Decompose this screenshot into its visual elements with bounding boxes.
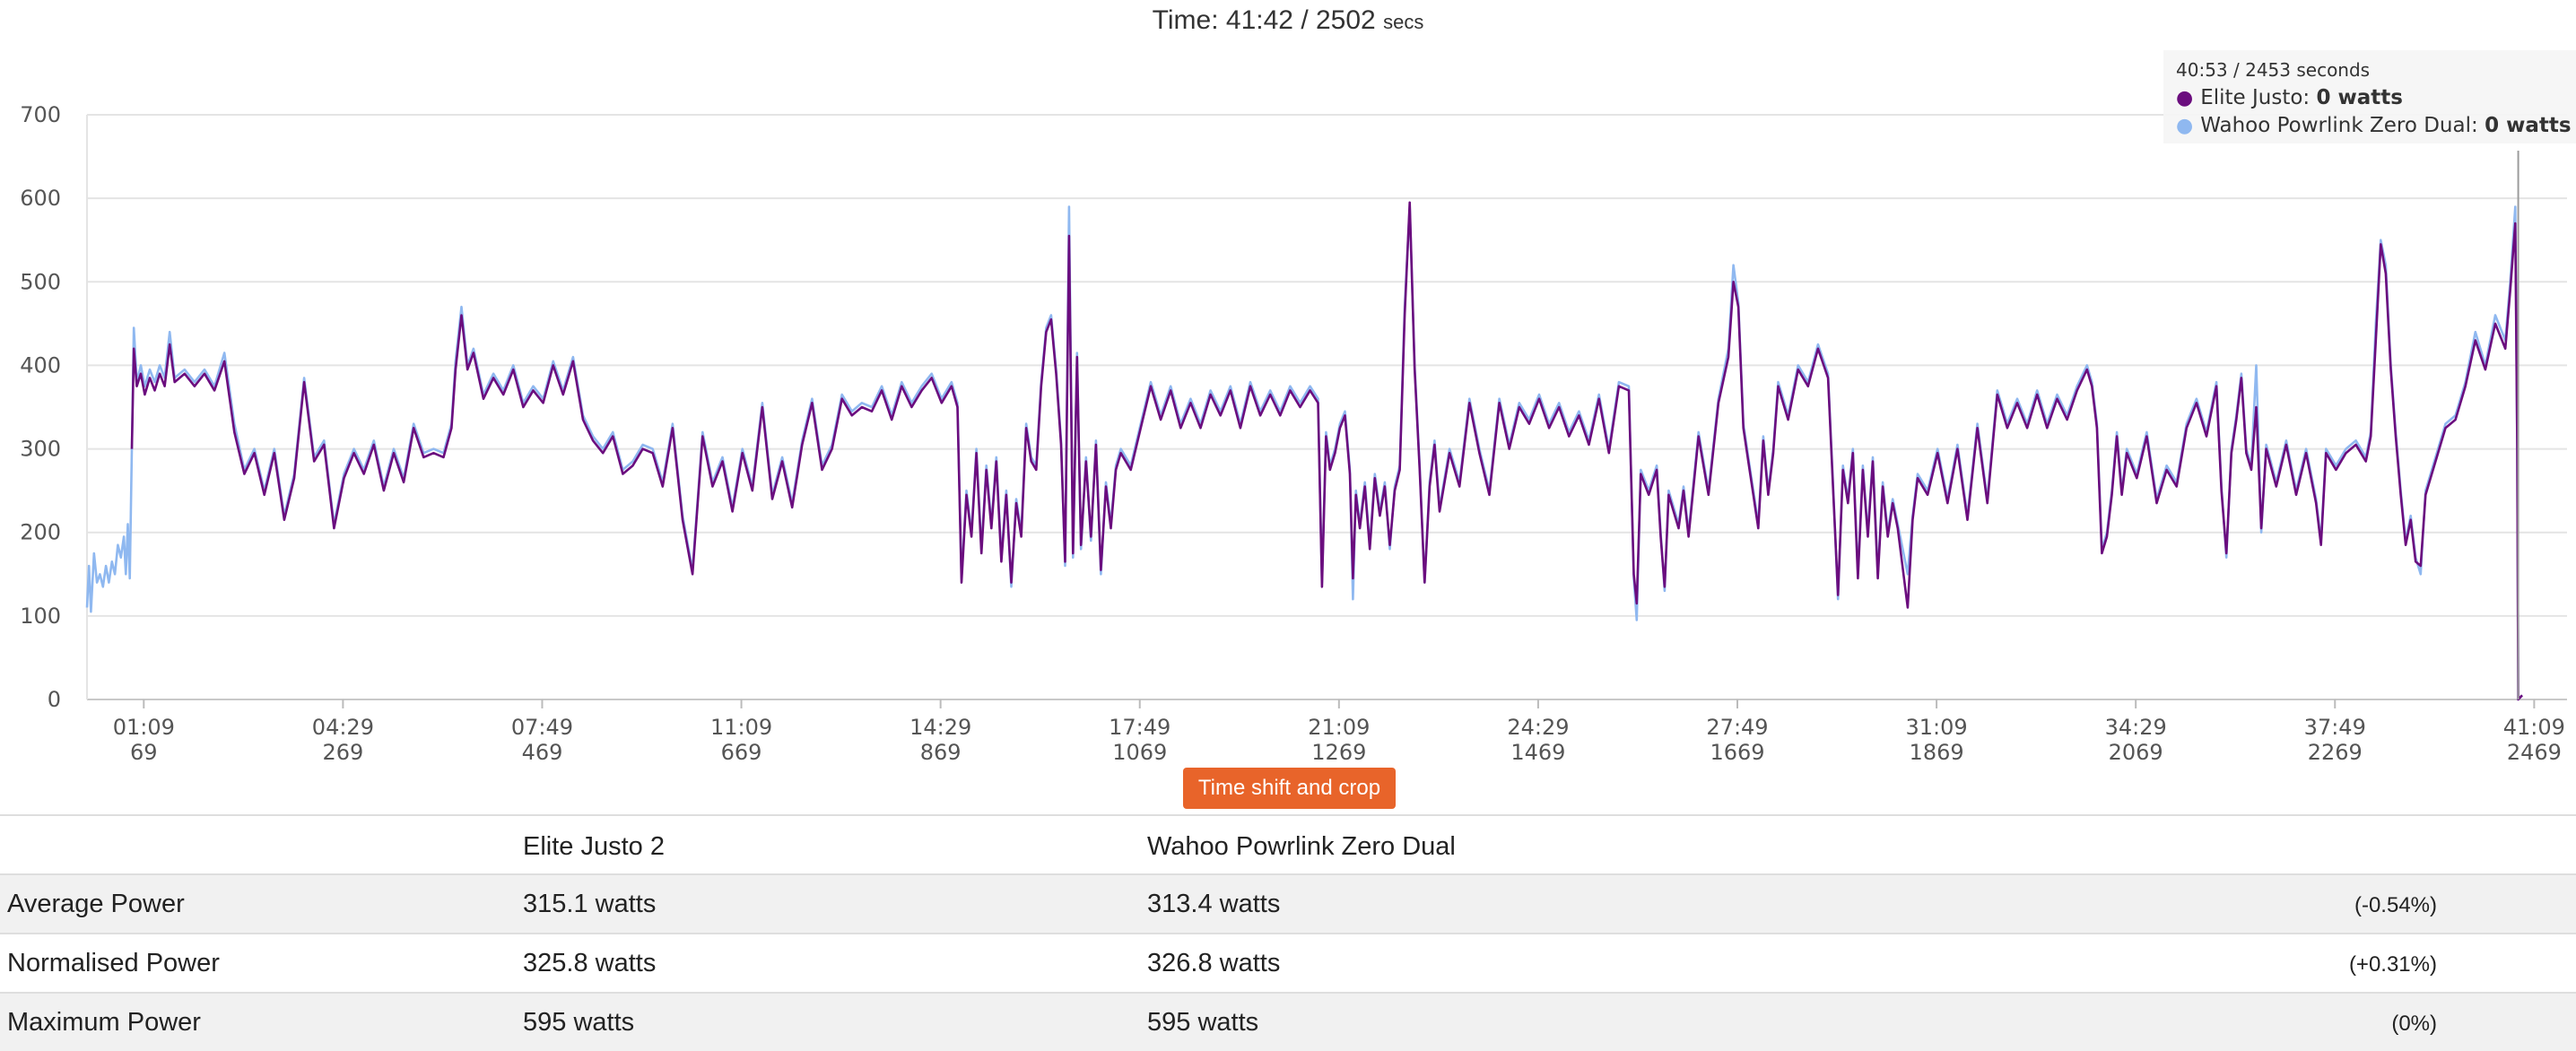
x-tick-time-label: 41:09 [2503, 715, 2565, 740]
y-tick-label: 400 [20, 352, 61, 378]
metric-name: Maximum Power [7, 1008, 201, 1037]
x-tick-time-label: 37:49 [2304, 715, 2366, 740]
metric-diff: (+0.31%) [2348, 952, 2437, 977]
x-tick-sec-label: 1869 [1910, 740, 1964, 765]
page-title: Time: 41:42 / 2502 secs [1152, 5, 1424, 35]
x-tick-time-label: 21:09 [1308, 715, 1370, 740]
metric-value-a: 315.1 watts [523, 890, 657, 918]
series-line-elite-justo [130, 201, 2523, 701]
x-tick-time-label: 31:09 [1906, 715, 1968, 740]
stats-row: Average Power 315.1 watts 313.4 watts (-… [0, 873, 2576, 933]
metric-value-b: 313.4 watts [1147, 890, 1281, 918]
tooltip-row-wahoo: ● Wahoo Powrlink Zero Dual: 0 watts [2176, 112, 2572, 140]
secs-unit: secs [1383, 11, 1424, 33]
stats-table: Elite Justo 2 Wahoo Powrlink Zero Dual A… [0, 814, 2576, 1051]
tooltip-value: 0 watts [2316, 86, 2403, 109]
x-tick-sec-label: 869 [920, 740, 962, 765]
x-tick-time-label: 07:49 [511, 715, 573, 740]
y-tick-label: 200 [20, 520, 61, 545]
x-tick-sec-label: 269 [322, 740, 363, 765]
metric-name: Average Power [7, 890, 185, 918]
y-tick-label: 100 [20, 604, 61, 629]
metric-diff: (0%) [2391, 1012, 2437, 1036]
metric-diff: (-0.54%) [2354, 893, 2437, 917]
x-tick-time-label: 14:29 [909, 715, 971, 740]
tooltip-value: 0 watts [2485, 114, 2572, 137]
metric-value-b: 595 watts [1147, 1008, 1259, 1037]
time-shift-crop-button[interactable]: Time shift and crop [1183, 768, 1396, 809]
y-tick-label: 500 [20, 269, 61, 294]
metric-value-a: 325.8 watts [523, 949, 657, 977]
x-tick-sec-label: 1069 [1112, 740, 1167, 765]
x-tick-time-label: 04:29 [312, 715, 374, 740]
column-header: Elite Justo 2 [523, 832, 665, 861]
metric-name: Normalised Power [7, 949, 220, 977]
x-tick-sec-label: 1469 [1510, 740, 1565, 765]
x-tick-time-label: 34:29 [2105, 715, 2167, 740]
y-tick-label: 300 [20, 437, 61, 462]
chart-grid [86, 114, 2567, 700]
y-tick-label: 600 [20, 186, 61, 211]
chart-tooltip: 40:53 / 2453 seconds ● Elite Justo: 0 wat… [2163, 50, 2576, 143]
x-tick-sec-label: 1669 [1710, 740, 1764, 765]
x-tick-sec-label: 69 [130, 740, 158, 765]
stats-row: Maximum Power 595 watts 595 watts (0%) [0, 992, 2576, 1051]
x-tick-sec-label: 2469 [2507, 740, 2562, 765]
x-tick-time-label: 27:49 [1706, 715, 1768, 740]
metric-value-b: 326.8 watts [1147, 949, 1281, 977]
time-label: Time: [1152, 5, 1219, 35]
total-secs: 2502 [1315, 5, 1376, 35]
metric-value-a: 595 watts [523, 1008, 635, 1037]
x-tick-time-label: 24:29 [1507, 715, 1569, 740]
series-line-wahoo-powrlink-zero-dual [85, 205, 2523, 701]
time-value: 41:42 [1225, 5, 1293, 35]
x-tick-sec-label: 1269 [1311, 740, 1366, 765]
stats-header-row: Elite Justo 2 Wahoo Powrlink Zero Dual [0, 814, 2576, 873]
x-tick-sec-label: 469 [522, 740, 563, 765]
tooltip-label: Wahoo Powrlink Zero Dual: [2200, 114, 2478, 137]
stats-row: Normalised Power 325.8 watts 326.8 watts… [0, 933, 2576, 992]
series-dot-icon: ● [2176, 87, 2194, 109]
y-tick-label: 700 [20, 102, 61, 127]
x-tick-sec-label: 669 [721, 740, 762, 765]
x-tick-time-label: 11:09 [710, 715, 772, 740]
x-tick-sec-label: 2069 [2109, 740, 2163, 765]
tooltip-header: 40:53 / 2453 seconds [2176, 59, 2371, 81]
x-tick-sec-label: 2269 [2308, 740, 2363, 765]
chart-series [85, 201, 2523, 701]
column-header: Wahoo Powrlink Zero Dual [1147, 832, 1456, 861]
y-tick-label: 0 [48, 687, 61, 712]
x-tick-time-label: 01:09 [113, 715, 175, 740]
y-axis: 0 100 200 300 400 500 600 700 [20, 102, 61, 712]
series-dot-icon: ● [2176, 115, 2194, 137]
tooltip-label: Elite Justo: [2200, 86, 2311, 109]
tooltip-row-elite: ● Elite Justo: 0 watts [2176, 84, 2567, 112]
x-tick-time-label: 17:49 [1109, 715, 1171, 740]
